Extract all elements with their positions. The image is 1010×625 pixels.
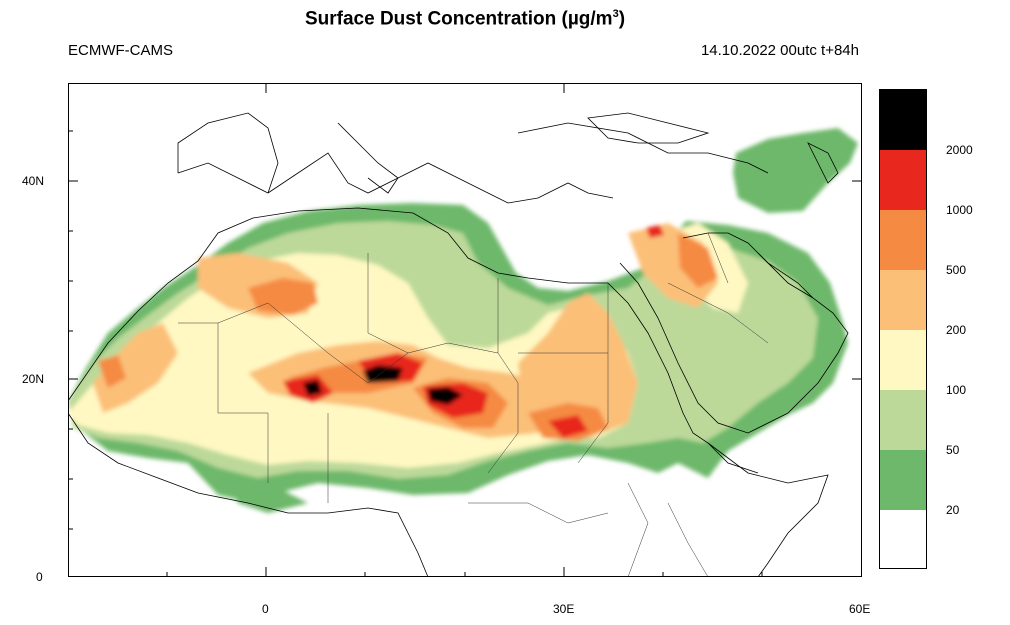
dust-level-20-turkey — [733, 128, 858, 213]
title-text: Surface Dust Concentration ( — [304, 8, 568, 30]
page-title: Surface Dust Concentration (µg/m3) — [0, 8, 930, 30]
coast-africa-north — [68, 207, 608, 402]
dust-level-20-sahel — [218, 463, 308, 513]
borders — [178, 232, 769, 577]
legend-label-200: 200 — [946, 323, 967, 337]
coast-caspian — [807, 142, 839, 184]
coast-red-sea — [607, 282, 759, 474]
dust-level-1000-e — [646, 225, 664, 238]
colorbar-cell-2000-plus — [880, 90, 926, 150]
colorbar-cell-200 — [880, 270, 926, 330]
lon-label-0: 0 — [262, 602, 269, 616]
coast-africa-west — [68, 412, 429, 577]
title-unit-exponent: 3 — [612, 8, 619, 20]
lat-label-20n: 20N — [22, 372, 45, 386]
coast-italy — [337, 122, 399, 194]
map-svg — [68, 83, 862, 577]
border-13 — [468, 502, 609, 524]
dust-level-2000-a — [303, 380, 322, 396]
dust-level-200 — [93, 323, 178, 413]
dust-level-500-a — [248, 278, 318, 315]
map-frame — [68, 83, 862, 577]
border-10 — [577, 353, 609, 464]
dust-level-2000-c — [428, 387, 463, 405]
colorbar-cell-1000 — [880, 150, 926, 210]
dust-level-2000-b — [363, 365, 403, 383]
border-1 — [178, 322, 268, 414]
colorbar-cell-20 — [880, 450, 926, 510]
coastlines — [68, 112, 849, 577]
colorbar — [879, 89, 927, 569]
coast-persian-gulf — [757, 252, 814, 299]
legend-label-100: 100 — [946, 383, 967, 397]
dust-level-1000-d — [548, 415, 588, 438]
coast-horn — [707, 442, 829, 577]
colorbar-cell-500 — [880, 210, 926, 270]
border-12 — [707, 232, 729, 284]
border-4 — [367, 253, 409, 354]
legend-label-500: 500 — [946, 263, 967, 277]
colorbar-cell-below-20 — [880, 510, 926, 568]
coast-arabia — [619, 232, 849, 434]
legend-label-1000: 1000 — [946, 203, 973, 217]
title-close: ) — [618, 8, 626, 30]
coast-iberia — [177, 112, 279, 194]
legend-label-2000: 2000 — [946, 143, 973, 157]
border-2 — [217, 302, 369, 384]
lat-label-40n: 40N — [22, 174, 45, 188]
lon-label-60e: 60E — [849, 602, 871, 616]
border-3 — [367, 342, 519, 384]
dust-map — [68, 83, 862, 577]
border-6 — [487, 383, 519, 474]
run-label: 14.10.2022 00utc t+84h — [700, 42, 859, 59]
colorbar-cell-100 — [880, 330, 926, 390]
legend-label-20: 20 — [946, 503, 960, 517]
colorbar-cell-50 — [880, 390, 926, 450]
border-15 — [627, 482, 649, 577]
lat-label-0: 0 — [36, 570, 43, 584]
lon-label-30e: 30E — [553, 602, 575, 616]
border-11 — [667, 282, 769, 344]
source-label: ECMWF-CAMS — [68, 42, 173, 59]
coast-black-sea — [587, 112, 710, 144]
dust-level-500-f — [98, 355, 126, 388]
dust-level-500-e — [678, 233, 718, 288]
dust-shading — [68, 128, 858, 513]
border-14 — [667, 502, 709, 577]
title-unit: µg/m — [567, 8, 613, 30]
coast-turkey — [517, 122, 769, 174]
legend-label-50: 50 — [946, 443, 960, 457]
